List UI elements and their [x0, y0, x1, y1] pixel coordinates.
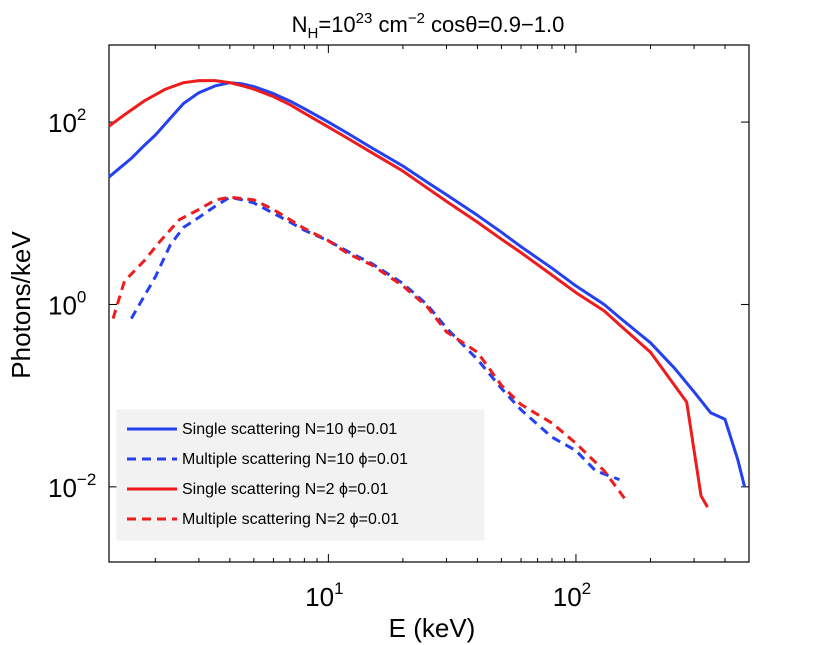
x-tick-label: 101 — [305, 579, 343, 612]
plot-frame — [108, 44, 750, 563]
x-axis-label: E (keV) — [389, 613, 476, 643]
title-nh-unit: cm — [372, 12, 407, 37]
tick-label-group: 101 102 10−2 100 102 — [48, 105, 591, 612]
title-nh-sub: H — [308, 25, 319, 42]
tick-group — [109, 45, 750, 562]
legend-label: Multiple scattering N=2 ϕ=0.01 — [182, 511, 399, 528]
legend-label: Single scattering N=2 ϕ=0.01 — [182, 481, 389, 498]
title-nh-exp: 23 — [356, 10, 373, 27]
x-tick-label: 102 — [553, 579, 591, 612]
legend-entries: Single scattering N=10 ϕ=0.01 Multiple sc… — [127, 421, 408, 528]
y-tick-label: 10−2 — [48, 470, 96, 503]
series-line-0 — [108, 81, 747, 488]
chart-title: NH=1023 cm−2 cosθ=0.9−1.0 — [292, 10, 565, 42]
legend-box — [116, 409, 485, 541]
title-nh-unit-exp: −2 — [408, 10, 425, 27]
series-line-1 — [130, 195, 621, 482]
title-nh-base: N — [292, 12, 308, 37]
title-cos-label: cosθ=0.9−1.0 — [431, 12, 564, 37]
y-axis-label: Photons/keV — [6, 231, 36, 379]
y-tick-label: 100 — [48, 287, 86, 320]
legend-label: Single scattering N=10 ϕ=0.01 — [182, 421, 397, 438]
series-line-3 — [111, 195, 628, 502]
legend-label: Multiple scattering N=10 ϕ=0.01 — [182, 451, 408, 468]
series-line-2 — [108, 79, 709, 508]
y-tick-label: 102 — [48, 105, 86, 138]
series-group — [108, 79, 747, 508]
title-nh-eq: =10 — [318, 12, 355, 37]
legend: Single scattering N=10 ϕ=0.01 Multiple sc… — [116, 409, 485, 541]
